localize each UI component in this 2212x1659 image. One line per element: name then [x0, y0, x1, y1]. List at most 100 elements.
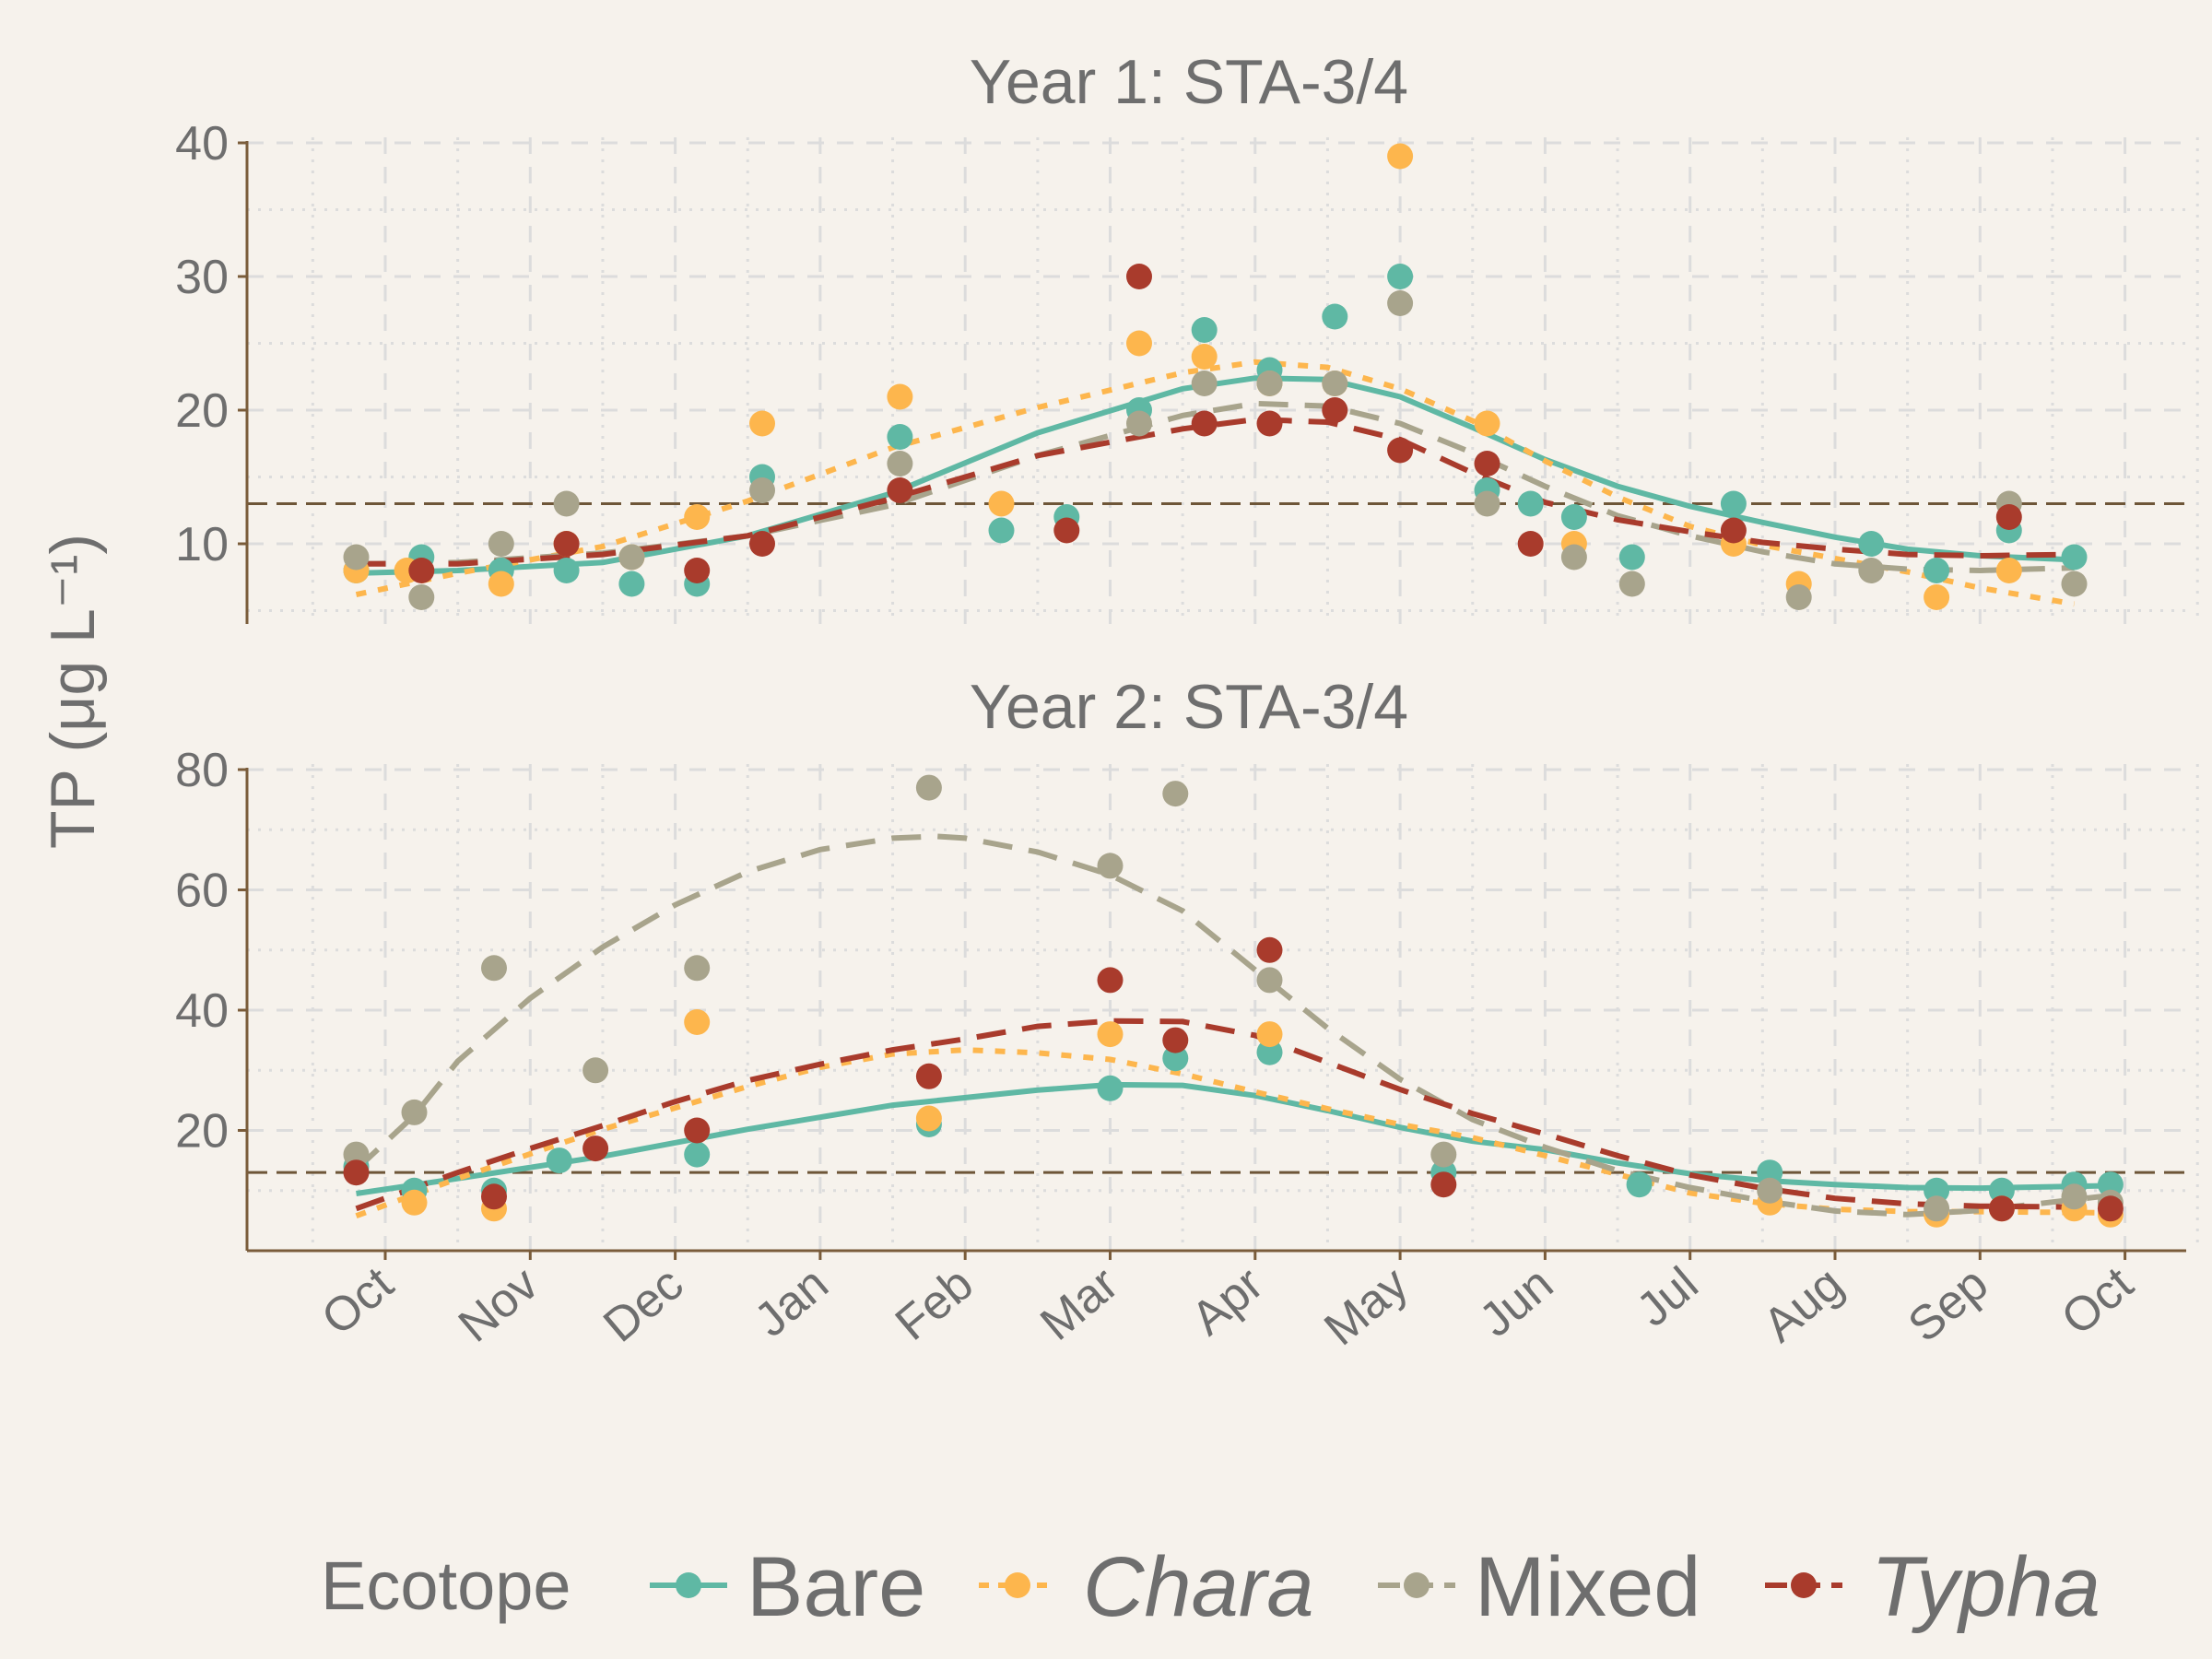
y-tick-label: 60	[175, 865, 229, 918]
data-point-typha	[1053, 517, 1080, 544]
legend-key-dot-typha	[1791, 1572, 1817, 1598]
data-point-chara	[1474, 410, 1500, 437]
data-point-mixed	[618, 544, 645, 571]
trend-line-mixed	[354, 833, 2112, 1218]
data-point-mixed	[1858, 558, 1885, 583]
panel-title: Year 2: STA-3/4	[970, 672, 1408, 742]
y-tick-label: 40	[175, 117, 229, 171]
data-point-mixed	[408, 584, 435, 610]
data-point-bare	[1988, 1177, 2015, 1204]
data-point-typha	[749, 531, 775, 557]
legend-label-typha: Typha	[1871, 1540, 2100, 1634]
data-point-typha	[1256, 410, 1283, 437]
panel-title: Year 1: STA-3/4	[970, 47, 1408, 117]
data-point-bare	[546, 1147, 572, 1174]
data-point-typha	[343, 1159, 370, 1186]
data-point-typha	[1517, 531, 1544, 557]
data-point-mixed	[401, 1099, 428, 1125]
data-point-typha	[481, 1183, 507, 1210]
y-tick-label: 80	[175, 744, 229, 797]
legend-label-mixed: Mixed	[1475, 1540, 1700, 1634]
data-point-bare	[1858, 531, 1885, 557]
legend-key-dot-bare	[676, 1572, 701, 1598]
y-tick-label: 10	[175, 518, 229, 571]
data-point-chara	[887, 383, 913, 410]
data-point-mixed	[343, 1141, 370, 1168]
data-point-typha	[1387, 437, 1414, 464]
legend-label-bare: Bare	[747, 1540, 925, 1634]
data-point-typha	[2097, 1195, 2124, 1222]
data-point-mixed	[1126, 410, 1152, 437]
data-point-chara	[749, 410, 775, 437]
data-point-chara	[684, 504, 711, 530]
data-point-bare	[1757, 1159, 1783, 1186]
data-point-bare	[2061, 544, 2088, 571]
data-point-mixed	[488, 531, 514, 557]
data-point-chara	[1097, 1021, 1124, 1048]
data-point-bare	[1924, 558, 1950, 583]
data-point-mixed	[1430, 1141, 1457, 1168]
data-point-chara	[1191, 344, 1218, 370]
data-point-chara	[1387, 143, 1414, 170]
y-tick-label: 30	[175, 251, 229, 304]
data-point-bare	[1720, 490, 1747, 517]
legend: Ecotope Bare Chara Mixed Typha	[321, 1540, 2100, 1634]
data-point-bare	[1626, 1171, 1653, 1198]
trend-line-chara	[355, 1047, 2111, 1219]
legend-key-dot-mixed	[1404, 1572, 1430, 1598]
data-point-mixed	[749, 477, 775, 503]
data-point-bare	[2097, 1171, 2124, 1198]
data-point-mixed	[684, 955, 711, 982]
data-point-chara	[488, 571, 514, 597]
data-point-chara	[1924, 584, 1950, 610]
data-point-bare	[887, 424, 913, 450]
data-point-chara	[988, 490, 1015, 517]
data-point-bare	[1924, 1177, 1950, 1204]
trend-line-typha	[355, 1018, 2111, 1212]
data-point-typha	[1162, 1027, 1189, 1053]
panel-2: Year 2: STA-3/4 20 40 60 80	[175, 672, 2199, 1253]
y-tick-label: 20	[175, 384, 229, 438]
data-point-mixed	[1474, 490, 1500, 517]
data-point-mixed	[1387, 290, 1414, 316]
data-point-typha	[1720, 517, 1747, 544]
data-point-mixed	[1560, 544, 1587, 571]
data-point-bare	[1322, 303, 1348, 330]
data-point-bare	[1097, 1075, 1124, 1101]
data-point-bare	[553, 558, 580, 583]
data-point-chara	[1256, 1021, 1283, 1048]
data-point-bare	[684, 1141, 711, 1168]
data-point-typha	[1256, 936, 1283, 963]
data-point-bare	[1162, 1045, 1189, 1072]
data-point-chara	[1995, 558, 2022, 583]
data-point-typha	[1191, 410, 1218, 437]
data-point-chara	[1126, 330, 1152, 357]
data-point-mixed	[915, 774, 942, 801]
data-point-bare	[988, 517, 1015, 544]
data-point-chara	[684, 1009, 711, 1035]
data-point-mixed	[481, 955, 507, 982]
data-point-mixed	[582, 1057, 609, 1084]
data-point-mixed	[1097, 853, 1124, 879]
data-point-mixed	[1256, 371, 1283, 396]
data-point-mixed	[1757, 1177, 1783, 1204]
data-point-bare	[1191, 317, 1218, 343]
data-point-mixed	[887, 451, 913, 477]
trend-line-chara	[355, 359, 2076, 607]
legend-title: Ecotope	[321, 1547, 571, 1624]
data-point-typha	[1126, 264, 1152, 289]
legend-label-chara: Chara	[1083, 1540, 1314, 1634]
data-point-bare	[618, 571, 645, 597]
data-point-typha	[553, 531, 580, 557]
legend-key-dot-chara	[1005, 1572, 1030, 1598]
data-point-typha	[1322, 397, 1348, 423]
data-point-typha	[1995, 504, 2022, 530]
data-point-chara	[915, 1105, 942, 1132]
data-point-mixed	[343, 544, 370, 571]
y-axis-label: TP (μg L⁻¹)	[38, 534, 108, 849]
data-point-mixed	[1924, 1195, 1950, 1222]
data-point-typha	[887, 477, 913, 503]
data-point-mixed	[1256, 967, 1283, 994]
data-point-mixed	[553, 490, 580, 517]
